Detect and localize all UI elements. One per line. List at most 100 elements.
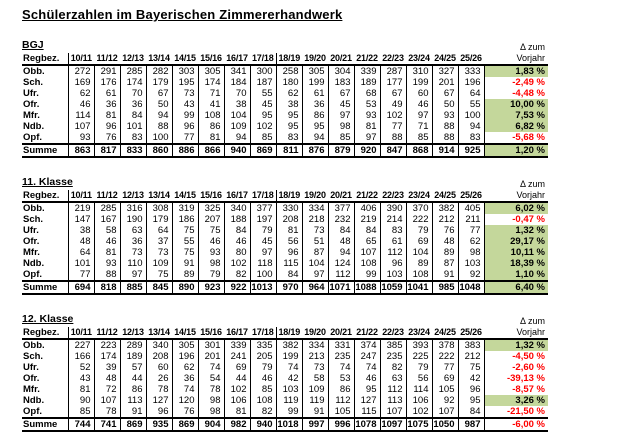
value-cell: 333 — [458, 65, 485, 77]
region-label: Ndb. — [22, 258, 69, 269]
value-cell: 83 — [276, 132, 303, 144]
value-cell: 920 — [354, 143, 381, 158]
year-header: 23/24 — [406, 190, 432, 203]
value-cell: 73 — [120, 247, 147, 258]
value-cell: 71 — [406, 121, 433, 132]
value-cell: 75 — [198, 225, 225, 236]
value-cell: 166 — [68, 351, 95, 362]
year-header: 17/18 — [250, 190, 277, 203]
region-row: Opf. 85 78 91 96 76 98 81 82 99 91 105 115 107 102 107 8… — [22, 406, 548, 418]
value-cell: 186 — [172, 214, 199, 225]
value-cell: 119 — [276, 395, 303, 406]
summe-row: Summe 863 817 833 860 886 866 940 869 811 876 879 92… — [22, 143, 548, 158]
region-label: Sch. — [22, 351, 69, 362]
value-cell: 38 — [224, 99, 251, 110]
region-label: Summe — [22, 280, 69, 295]
value-cell: 50 — [432, 99, 459, 110]
delta-cell: 7,53 % — [484, 110, 548, 121]
value-cell: 45 — [250, 236, 277, 247]
value-cell: 97 — [354, 132, 381, 144]
value-cell: 36 — [172, 373, 199, 384]
value-cell: 339 — [224, 339, 251, 351]
region-row: Mfr. 64 81 73 73 75 93 80 97 96 87 94 107 112 104 89 98 1… — [22, 247, 548, 258]
delta-cell: 18,39 % — [484, 258, 548, 269]
value-cell: 119 — [302, 395, 329, 406]
year-header: 11/12 — [94, 53, 120, 66]
value-cell: 48 — [432, 236, 459, 247]
region-label: Obb. — [22, 202, 69, 214]
region-row: Ofr. 48 46 36 37 55 46 46 45 56 51 48 65 61 69 48 62 29,1… — [22, 236, 548, 247]
region-row: Ufr. 38 58 63 64 75 75 84 79 81 73 84 84 83 79 76 77 1,32… — [22, 225, 548, 236]
value-cell: 885 — [120, 280, 147, 295]
value-cell: 81 — [68, 384, 95, 395]
value-cell: 115 — [354, 406, 381, 418]
value-cell: 207 — [198, 214, 225, 225]
value-cell: 43 — [172, 99, 199, 110]
regbez-header: Regbez. — [22, 53, 69, 66]
value-cell: 1013 — [250, 280, 277, 295]
value-cell: 120 — [172, 395, 199, 406]
value-cell: 241 — [224, 351, 251, 362]
value-cell: 99 — [354, 269, 381, 281]
value-cell: 39 — [94, 362, 121, 373]
value-cell: 57 — [120, 362, 147, 373]
region-label: Ofr. — [22, 236, 69, 247]
value-cell: 208 — [276, 214, 303, 225]
value-cell: 304 — [328, 65, 355, 77]
value-cell: 114 — [68, 110, 95, 121]
value-cell: 199 — [276, 351, 303, 362]
value-cell: 98 — [198, 406, 225, 418]
value-cell: 232 — [328, 214, 355, 225]
value-cell: 71 — [198, 88, 225, 99]
value-cell: 43 — [68, 373, 95, 384]
value-cell: 319 — [172, 202, 199, 214]
year-header: 21/22 — [354, 53, 380, 66]
value-cell: 113 — [120, 395, 147, 406]
value-cell: 99 — [276, 406, 303, 418]
delta-cell: 6,40 % — [484, 280, 548, 295]
value-cell: 74 — [198, 362, 225, 373]
value-cell: 213 — [302, 351, 329, 362]
value-cell: 199 — [302, 77, 329, 88]
value-cell: 180 — [276, 77, 303, 88]
year-header: 10/11 — [68, 190, 94, 203]
value-cell: 56 — [406, 373, 433, 384]
delta-cell: -6,00 % — [484, 417, 548, 432]
year-header: 17/18 — [250, 53, 277, 66]
region-label: Mfr. — [22, 110, 69, 121]
delta-header: Δ zum Vorjahr — [484, 316, 548, 340]
value-cell: 174 — [120, 77, 147, 88]
year-header: 15/16 — [198, 53, 224, 66]
delta-header: Δ zum Vorjahr — [484, 42, 548, 66]
value-cell: 45 — [328, 99, 355, 110]
value-cell: 48 — [94, 373, 121, 384]
region-row: Obb. 219 285 316 308 319 325 340 377 330 334 377 406… — [22, 202, 548, 214]
value-cell: 97 — [120, 269, 147, 281]
value-cell: 922 — [224, 280, 251, 295]
value-cell: 863 — [68, 143, 95, 158]
value-cell: 847 — [380, 143, 407, 158]
value-cell: 75 — [172, 247, 199, 258]
value-cell: 383 — [458, 339, 485, 351]
value-cell: 124 — [328, 258, 355, 269]
value-cell: 107 — [354, 247, 381, 258]
delta-cell: 1,20 % — [484, 143, 548, 158]
value-cell: 97 — [302, 269, 329, 281]
value-cell: 219 — [68, 202, 95, 214]
value-cell: 301 — [198, 339, 225, 351]
value-cell: 1088 — [354, 280, 381, 295]
value-cell: 201 — [198, 351, 225, 362]
value-cell: 76 — [432, 225, 459, 236]
value-cell: 940 — [224, 143, 251, 158]
region-label: Obb. — [22, 65, 69, 77]
value-cell: 1075 — [406, 417, 433, 432]
value-cell: 84 — [458, 406, 485, 418]
value-cell: 46 — [406, 99, 433, 110]
value-cell: 340 — [224, 202, 251, 214]
value-cell: 183 — [328, 77, 355, 88]
year-header: 16/17 — [224, 327, 250, 340]
region-label: Mfr. — [22, 247, 69, 258]
value-cell: 95 — [276, 121, 303, 132]
value-cell: 94 — [224, 132, 251, 144]
value-cell: 108 — [198, 110, 225, 121]
